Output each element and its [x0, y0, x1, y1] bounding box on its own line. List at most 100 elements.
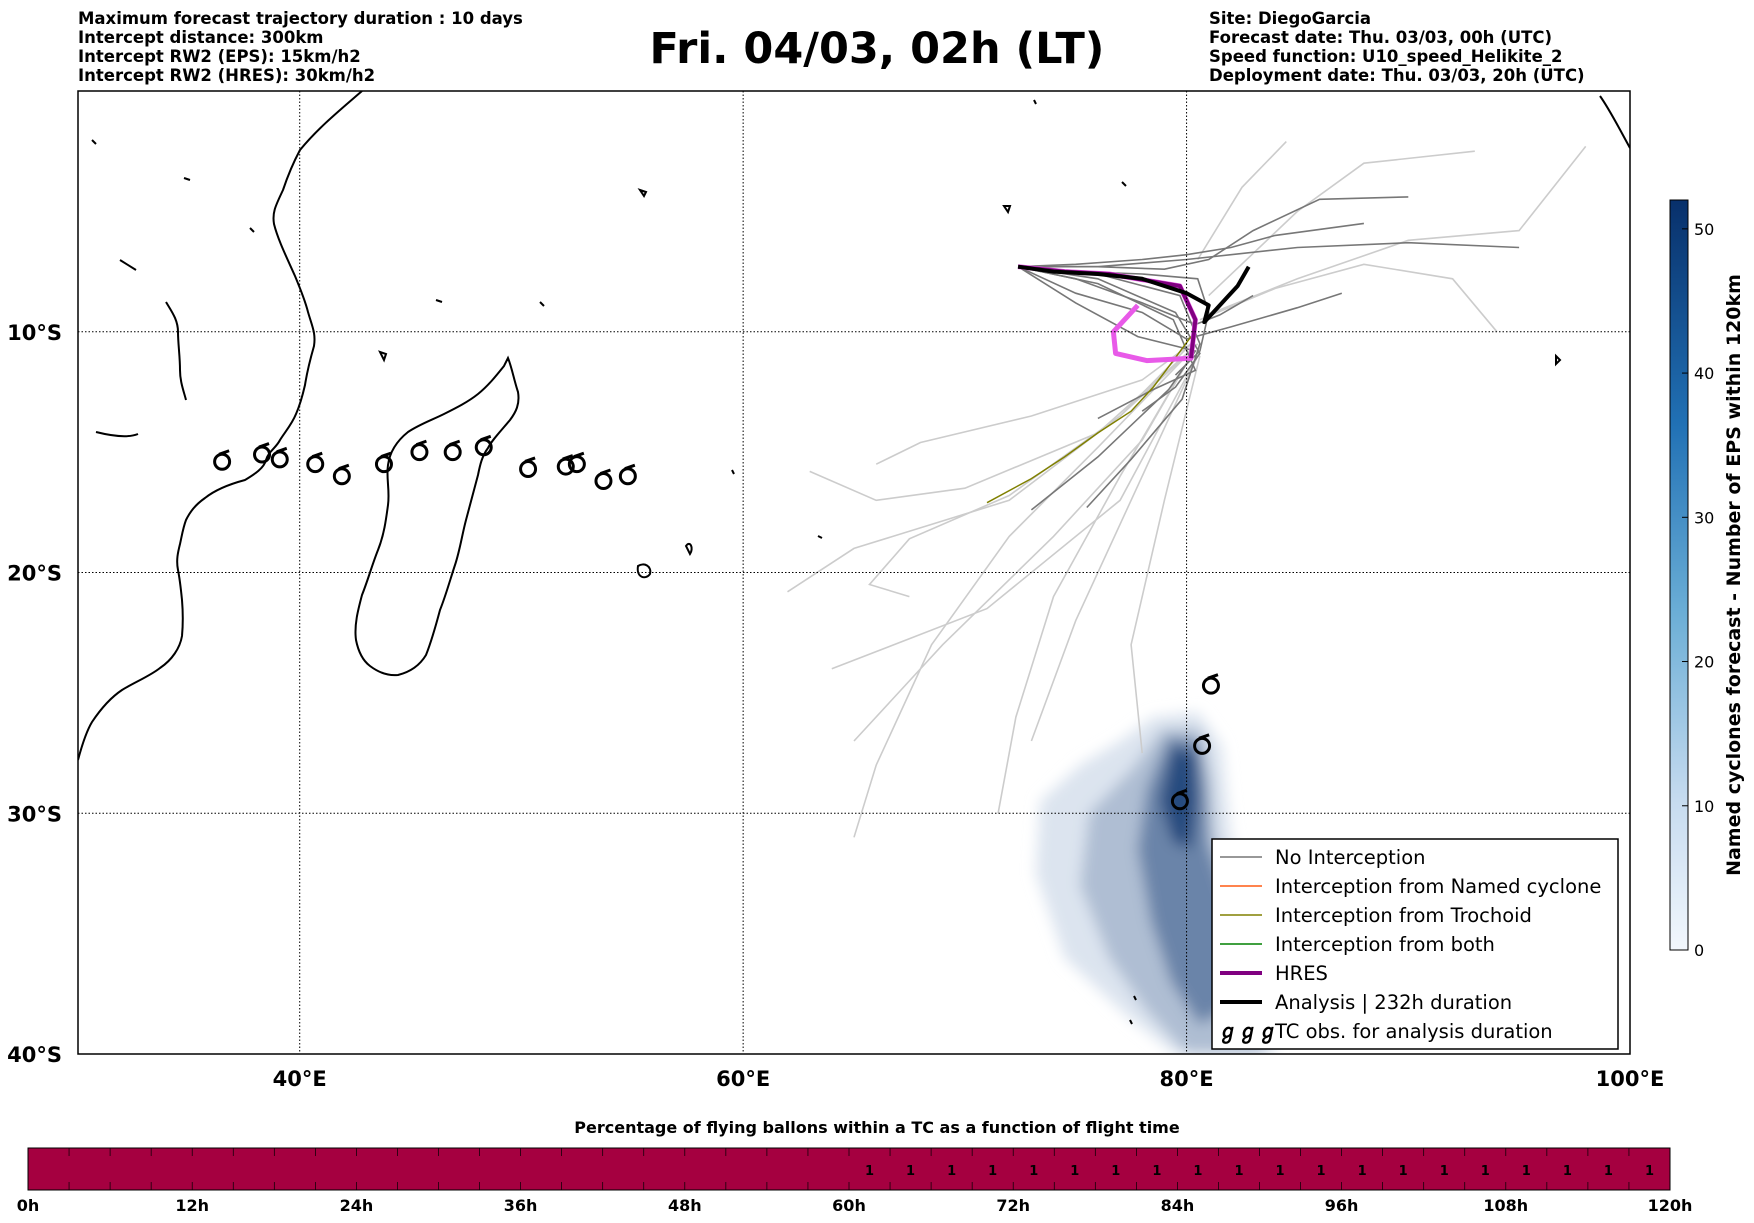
- deployment-date: Deployment date: Thu. 03/03, 20h (UTC): [1209, 66, 1585, 85]
- tc-obs-tail: [524, 456, 536, 463]
- colorbar-tick-label: 30: [1694, 508, 1714, 527]
- tc-obs-tail: [276, 446, 288, 454]
- tc-obs-symbol: [1201, 676, 1220, 695]
- reunion-island: [636, 563, 652, 579]
- time-bar-cell-label: 1: [1193, 1164, 1202, 1179]
- eps-light-trajectories: [787, 141, 1587, 838]
- eps-light-track: [1197, 141, 1287, 260]
- tc-obs-symbol: [443, 443, 462, 462]
- tc-obs-tail: [624, 463, 636, 471]
- tc-obs-symbol: [519, 459, 538, 478]
- x-tick-label: 80°E: [1160, 1067, 1214, 1091]
- colorbar-tick-label: 10: [1694, 797, 1714, 816]
- legend-label: Analysis | 232h duration: [1275, 991, 1512, 1014]
- legend-label: TC obs. for analysis duration: [1274, 1020, 1553, 1043]
- time-bar-cell-label: 1: [1563, 1164, 1572, 1179]
- eps-dark-track: [1017, 266, 1197, 511]
- intercept-rw2-eps: Intercept RW2 (EPS): 15km/h2: [78, 47, 361, 66]
- colorbar-tick-label: 40: [1694, 364, 1714, 383]
- time-bar-tick-label: 0h: [17, 1196, 40, 1215]
- time-bar-tick-label: 36h: [504, 1196, 538, 1215]
- time-bar-cell-label: 1: [947, 1164, 956, 1179]
- density-level-45: [1160, 745, 1198, 850]
- time-bar-tick-label: 12h: [175, 1196, 209, 1215]
- y-tick-label: 40°S: [7, 1043, 62, 1067]
- colorbar-tick-label: 20: [1694, 653, 1714, 672]
- eps-light-track: [831, 355, 1199, 670]
- time-bar-cell-label: 1: [865, 1164, 874, 1179]
- tc-obs-tail: [599, 468, 611, 475]
- time-bar-cells: 1 1 1 1 1 1 1 1 1 1 1 1 1 1 1 1 1 1 1 1: [865, 1164, 1654, 1179]
- intercept-rw2-hres: Intercept RW2 (HRES): 30km/h2: [78, 66, 376, 85]
- tc-obs-tail: [311, 451, 323, 459]
- eps-light-track: [853, 355, 1192, 742]
- trochoid-track: [986, 336, 1192, 504]
- colorbar-title: Named cyclones forecast - Number of EPS …: [1723, 274, 1745, 876]
- map-frame: [77, 90, 1631, 1055]
- tc-obs-tail: [338, 463, 350, 471]
- colorbar: 0 10 20 30 40 50 Named cyclones forecast - Nu…: [1669, 199, 1745, 960]
- legend-box: [1211, 838, 1619, 1050]
- africa-coastline: [78, 91, 363, 761]
- tc-obs-tail: [573, 451, 585, 459]
- tc-obs-tail: [415, 439, 427, 447]
- eps-light-track: [875, 343, 1192, 465]
- y-tick-label: 30°S: [7, 802, 62, 826]
- tc-obs-symbol: [270, 450, 289, 469]
- legend-tc-symbol: ℊℊℊ: [1218, 1019, 1278, 1044]
- max-trajectory-duration: Maximum forecast trajectory duration : 1…: [78, 9, 523, 28]
- mauritius-island: [684, 542, 693, 556]
- time-bar-cell-label: 1: [1070, 1164, 1079, 1179]
- x-tick-label: 60°E: [716, 1067, 770, 1091]
- tc-obs-symbol: [213, 452, 232, 471]
- time-bar-cell-label: 1: [1317, 1164, 1326, 1179]
- legend-label: Interception from Trochoid: [1275, 904, 1532, 927]
- time-bar-cell-label: 1: [988, 1164, 997, 1179]
- eps-no-interception-trajectories: [1017, 196, 1520, 511]
- eps-light-track: [868, 350, 1192, 598]
- legend-label: HRES: [1275, 962, 1328, 985]
- tc-obs-symbol: [594, 472, 613, 491]
- map-grid: [78, 91, 1630, 1054]
- small-islets-west: [91, 139, 545, 307]
- time-bar-cell-label: 1: [1358, 1164, 1367, 1179]
- time-bar-cell-label: 1: [1481, 1164, 1490, 1179]
- tc-obs-tail: [258, 442, 270, 449]
- tc-obs-tail: [480, 434, 492, 442]
- tc-obs-symbol: [410, 443, 429, 462]
- time-bar-tick-label: 60h: [832, 1196, 866, 1215]
- legend-label: Interception from Named cyclone: [1275, 875, 1601, 898]
- tc-obs-tail: [562, 454, 574, 461]
- coastlines: [78, 91, 1630, 1025]
- time-bar-cell-label: 1: [1152, 1164, 1161, 1179]
- header-left-info: Maximum forecast trajectory duration : 1…: [78, 9, 523, 85]
- eps-light-track: [853, 355, 1188, 838]
- maldives-island: [1002, 205, 1012, 215]
- seychelles-island: [637, 188, 648, 198]
- tc-obs-tail: [1198, 733, 1210, 740]
- legend-label: Interception from both: [1275, 933, 1495, 956]
- forecast-date: Forecast date: Thu. 03/03, 00h (UTC): [1209, 28, 1553, 47]
- site-name: Site: DiegoGarcia: [1209, 9, 1372, 28]
- colorbar-tick-label: 0: [1694, 941, 1704, 960]
- tc-obs-symbol: [374, 455, 393, 474]
- header-right-info: Site: DiegoGarcia Forecast date: Thu. 03…: [1209, 9, 1585, 85]
- time-bar: Percentage of flying ballons within a TC…: [17, 1118, 1693, 1215]
- eps-light-track: [1030, 355, 1199, 742]
- time-bar-tick-label: 48h: [668, 1196, 702, 1215]
- time-bar-cell-label: 1: [1522, 1164, 1531, 1179]
- y-tick-label: 10°S: [7, 321, 62, 345]
- colorbar-gradient: [1669, 199, 1689, 951]
- eps-light-track: [1130, 355, 1201, 754]
- intercept-distance: Intercept distance: 300km: [78, 28, 324, 47]
- speed-function: Speed function: U10_speed_Helikite_2: [1209, 47, 1563, 66]
- y-tick-label: 20°S: [7, 562, 62, 586]
- time-bar-cell-label: 1: [1604, 1164, 1613, 1179]
- tc-obs-tail: [1176, 788, 1188, 796]
- time-bar-cell-label: 1: [1111, 1164, 1120, 1179]
- time-bar-tick-label: 24h: [340, 1196, 374, 1215]
- eps-light-track: [1208, 150, 1475, 297]
- sumatra-tip: [1599, 95, 1630, 149]
- comoros-island: [378, 350, 388, 363]
- tc-obs-symbol: [618, 467, 637, 486]
